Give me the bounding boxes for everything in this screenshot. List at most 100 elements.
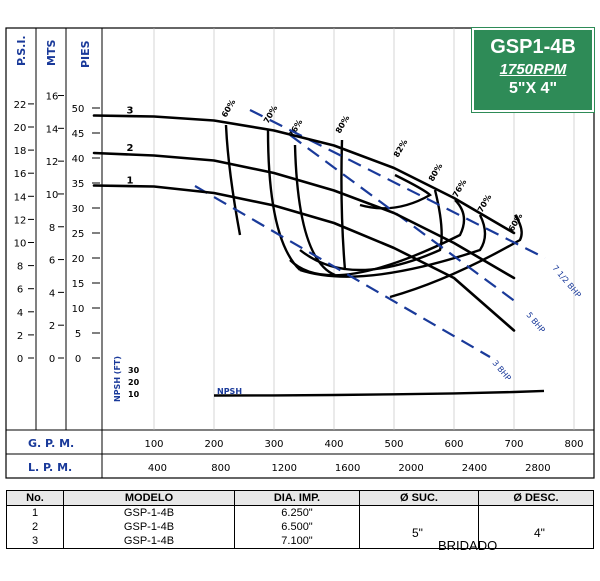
gpm-tick-label: 100: [144, 439, 163, 450]
psi-tick-label: 20: [14, 123, 27, 134]
pies-tick-label: 20: [72, 254, 85, 265]
psi-tick-label: 22: [14, 100, 27, 111]
rpm-title: 1750RPM: [499, 61, 567, 78]
psi-tick-label: 8: [17, 262, 23, 273]
cell-dia: 7.100": [234, 534, 360, 549]
mts-tick-label: 10: [46, 190, 59, 201]
lpm-tick-label: 2800: [525, 463, 550, 474]
head-curve: [92, 184, 516, 332]
lpm-tick-label: 400: [148, 463, 167, 474]
model-title: GSP1-4B: [490, 36, 576, 58]
cell-desc-empty: [478, 534, 594, 549]
psi-tick-label: 18: [14, 146, 27, 157]
efficiency-label: 82%: [392, 138, 409, 159]
pies-axis-label: PIES: [79, 40, 92, 68]
col-desc: Ø DESC.: [478, 490, 594, 506]
title-box: GSP1-4B 1750RPM 5"X 4": [471, 27, 595, 113]
bhp-line: [194, 185, 491, 358]
psi-tick-label: 2: [17, 331, 23, 342]
lpm-label: L. P. M.: [28, 461, 72, 474]
col-modelo: MODELO: [63, 490, 235, 506]
table-row: 1 GSP-1-4B 6.250": [6, 505, 594, 520]
lpm-tick-label: 2400: [462, 463, 487, 474]
psi-tick-label: 6: [17, 285, 23, 296]
head-curve: [92, 151, 516, 280]
efficiency-label: 80%: [427, 162, 444, 183]
efficiency-curve: [299, 214, 487, 278]
chart-frame: [5, 27, 595, 479]
cell-no: 2: [6, 520, 64, 534]
mts-tick-label: 2: [49, 321, 55, 332]
discharge-size: 4": [534, 526, 545, 540]
suction-size: 5": [412, 526, 423, 540]
head-curve-label: 1: [127, 176, 134, 187]
psi-tick-label: 12: [14, 215, 27, 226]
pies-tick-label: 35: [72, 179, 85, 190]
efficiency-curve: [299, 189, 443, 272]
psi-tick-label: 14: [14, 192, 27, 203]
cell-modelo: GSP-1-4B: [63, 534, 235, 549]
pump-curve-chart: P.S.I. MTS PIES G. P. M. L. P. M. 504540…: [5, 27, 595, 479]
npsh-curve-label: NPSH: [217, 387, 242, 396]
mts-tick-label: 0: [49, 354, 55, 365]
lpm-tick-label: 1200: [271, 463, 296, 474]
mts-tick-label: 4: [49, 288, 55, 299]
pies-tick-label: 30: [72, 204, 85, 215]
head-curve: [92, 114, 516, 235]
spec-table: No. MODELO DIA. IMP. Ø SUC. Ø DESC. 1 GS…: [6, 490, 594, 549]
mts-tick-label: 14: [46, 124, 59, 135]
psi-tick-label: 10: [14, 239, 27, 250]
table-header-row: No. MODELO DIA. IMP. Ø SUC. Ø DESC.: [6, 490, 594, 506]
efficiency-curve: [389, 214, 523, 299]
efficiency-label: 70%: [262, 104, 279, 125]
col-no: No.: [6, 490, 64, 506]
efficiency-curve: [340, 139, 347, 271]
cell-dia: 6.500": [234, 520, 360, 534]
tick-layer: 5045403530252015105022201816141210864201…: [14, 28, 584, 474]
cell-no: 1: [6, 505, 64, 520]
efficiency-label: 80%: [334, 114, 351, 135]
efficiency-curve: [224, 124, 242, 236]
efficiency-curve: [289, 199, 466, 277]
bhp-line: [249, 109, 546, 259]
gpm-tick-label: 500: [384, 439, 403, 450]
table-row: 2 GSP-1-4B 6.500": [6, 520, 594, 534]
mts-axis-label: MTS: [45, 40, 58, 66]
col-dia: DIA. IMP.: [234, 490, 360, 506]
pies-tick-label: 40: [72, 154, 85, 165]
lpm-tick-label: 800: [211, 463, 230, 474]
lpm-tick-label: 1600: [335, 463, 360, 474]
gpm-tick-label: 600: [444, 439, 463, 450]
npsh-axis-label: NPSH (FT): [113, 356, 122, 402]
connection-type: BRIDADO: [438, 538, 498, 553]
mts-tick-label: 12: [46, 157, 59, 168]
npsh-tick-label: 30: [128, 366, 140, 375]
head-curve-label: 3: [127, 106, 134, 117]
efficiency-label: 60%: [220, 98, 237, 119]
cell-desc-empty: [478, 505, 594, 520]
psi-tick-label: 0: [17, 354, 23, 365]
cell-no: 3: [6, 534, 64, 549]
mts-tick-label: 16: [46, 92, 59, 103]
npsh-tick-label: 20: [128, 378, 140, 387]
pies-tick-label: 45: [72, 129, 85, 140]
pies-tick-label: 0: [75, 354, 81, 365]
gpm-tick-label: 700: [504, 439, 523, 450]
pies-tick-label: 15: [72, 279, 85, 290]
psi-tick-label: 4: [17, 308, 23, 319]
cell-suc-empty: [359, 505, 479, 520]
lpm-tick-label: 2000: [398, 463, 423, 474]
pies-tick-label: 50: [72, 104, 85, 115]
cell-modelo: GSP-1-4B: [63, 520, 235, 534]
cell-modelo: GSP-1-4B: [63, 505, 235, 520]
efficiency-layer: 60% 70%76% 80%82%80%76%70%60%: [220, 98, 524, 299]
mts-tick-label: 6: [49, 256, 55, 267]
cell-dia: 6.250": [234, 505, 360, 520]
gpm-tick-label: 800: [564, 439, 583, 450]
curve-layer: 3 2 1 NPSH: [92, 106, 545, 397]
psi-tick-label: 16: [14, 169, 27, 180]
pies-tick-label: 25: [72, 229, 85, 240]
pies-tick-label: 5: [75, 329, 81, 340]
cell-desc-empty: [478, 520, 594, 534]
size-title: 5"X 4": [508, 80, 558, 97]
